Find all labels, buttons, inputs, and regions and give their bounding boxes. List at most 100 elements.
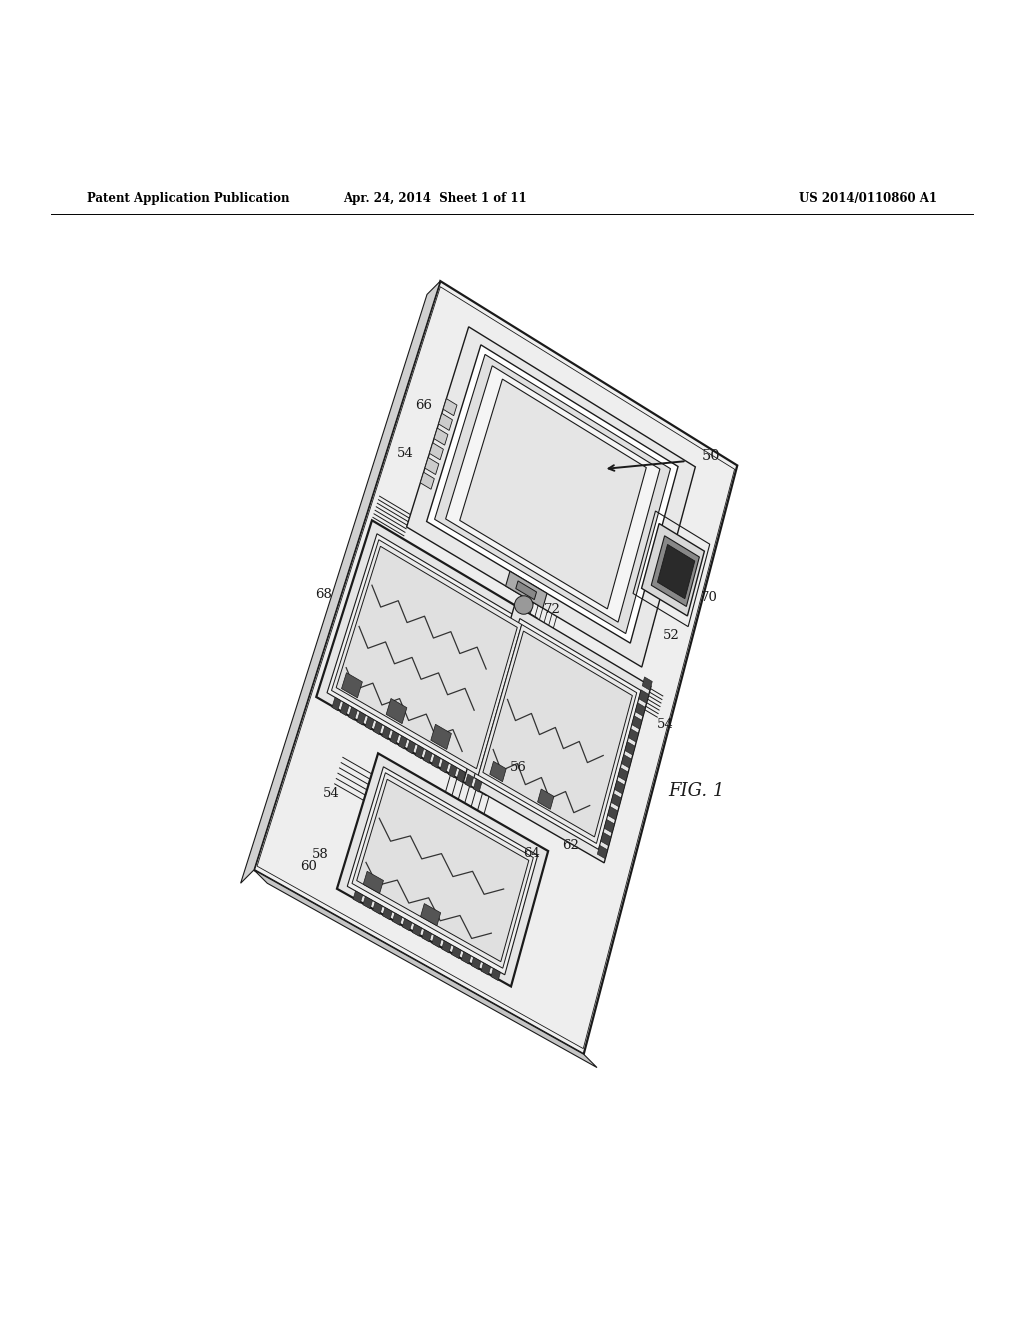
Polygon shape (392, 913, 402, 925)
Polygon shape (407, 741, 416, 754)
Polygon shape (449, 764, 457, 777)
Text: 54: 54 (324, 787, 340, 800)
Polygon shape (427, 345, 678, 643)
Polygon shape (423, 750, 432, 763)
Polygon shape (618, 767, 629, 781)
Polygon shape (342, 673, 362, 698)
Polygon shape (434, 354, 671, 634)
Text: 68: 68 (315, 587, 333, 601)
Text: 62: 62 (562, 840, 579, 853)
Polygon shape (362, 896, 373, 908)
Polygon shape (516, 581, 537, 599)
Polygon shape (398, 735, 408, 748)
Polygon shape (415, 746, 424, 759)
Polygon shape (434, 428, 447, 445)
Text: 52: 52 (663, 628, 679, 642)
Polygon shape (635, 702, 645, 717)
Polygon shape (651, 536, 699, 606)
Polygon shape (422, 929, 431, 942)
Text: Apr. 24, 2014  Sheet 1 of 11: Apr. 24, 2014 Sheet 1 of 11 (343, 191, 527, 205)
Polygon shape (478, 624, 637, 843)
Text: US 2014/0110860 A1: US 2014/0110860 A1 (799, 191, 937, 205)
Polygon shape (642, 524, 705, 616)
Text: 60: 60 (300, 861, 317, 874)
Text: 72: 72 (544, 603, 561, 615)
Polygon shape (639, 690, 649, 704)
Polygon shape (597, 845, 607, 859)
Polygon shape (352, 772, 534, 969)
Text: 56: 56 (510, 762, 526, 775)
Polygon shape (382, 726, 390, 739)
Polygon shape (601, 833, 611, 846)
Polygon shape (257, 286, 734, 1048)
Polygon shape (607, 807, 617, 820)
Polygon shape (332, 697, 341, 710)
Text: 58: 58 (312, 847, 329, 861)
Polygon shape (622, 755, 632, 768)
Polygon shape (356, 711, 366, 725)
Polygon shape (457, 770, 465, 783)
Polygon shape (316, 520, 537, 795)
Polygon shape (452, 946, 461, 958)
Text: 50: 50 (702, 449, 721, 463)
Polygon shape (629, 729, 639, 742)
Polygon shape (254, 870, 597, 1068)
Polygon shape (432, 755, 440, 768)
Polygon shape (407, 327, 695, 667)
Polygon shape (374, 721, 382, 735)
Polygon shape (604, 820, 614, 833)
Polygon shape (425, 458, 439, 475)
Text: 64: 64 (522, 847, 540, 861)
Polygon shape (254, 281, 737, 1055)
Text: Patent Application Publication: Patent Application Publication (87, 191, 290, 205)
Polygon shape (241, 281, 440, 883)
Polygon shape (402, 919, 412, 931)
Polygon shape (440, 759, 449, 774)
Polygon shape (347, 767, 538, 974)
Polygon shape (432, 935, 441, 948)
Text: 70: 70 (701, 590, 718, 603)
Polygon shape (657, 544, 695, 599)
Polygon shape (438, 413, 453, 430)
Text: 54: 54 (657, 718, 674, 731)
Text: 54: 54 (396, 447, 414, 461)
Text: FIG. 1: FIG. 1 (668, 783, 724, 800)
Polygon shape (632, 715, 642, 729)
Polygon shape (474, 619, 641, 849)
Polygon shape (431, 725, 452, 750)
Circle shape (514, 595, 532, 614)
Polygon shape (489, 762, 506, 781)
Polygon shape (614, 780, 625, 793)
Polygon shape (348, 708, 357, 721)
Text: 66: 66 (415, 399, 432, 412)
Polygon shape (611, 793, 622, 807)
Polygon shape (340, 702, 349, 715)
Polygon shape (373, 902, 382, 915)
Polygon shape (443, 399, 457, 416)
Polygon shape (538, 789, 554, 809)
Polygon shape (441, 941, 452, 953)
Polygon shape (420, 473, 434, 490)
Polygon shape (336, 546, 517, 768)
Polygon shape (412, 924, 422, 936)
Polygon shape (462, 952, 471, 964)
Polygon shape (421, 904, 440, 925)
Polygon shape (460, 379, 646, 609)
Polygon shape (481, 962, 490, 975)
Polygon shape (364, 871, 383, 894)
Polygon shape (366, 717, 374, 730)
Polygon shape (483, 631, 633, 837)
Polygon shape (506, 572, 547, 609)
Polygon shape (642, 677, 652, 690)
Polygon shape (390, 731, 399, 744)
Polygon shape (445, 366, 659, 622)
Polygon shape (464, 605, 651, 863)
Polygon shape (383, 908, 392, 920)
Polygon shape (625, 742, 635, 755)
Polygon shape (429, 442, 443, 459)
Polygon shape (490, 969, 501, 981)
Polygon shape (473, 779, 482, 792)
Polygon shape (327, 533, 526, 781)
Polygon shape (356, 779, 528, 962)
Polygon shape (386, 698, 407, 723)
